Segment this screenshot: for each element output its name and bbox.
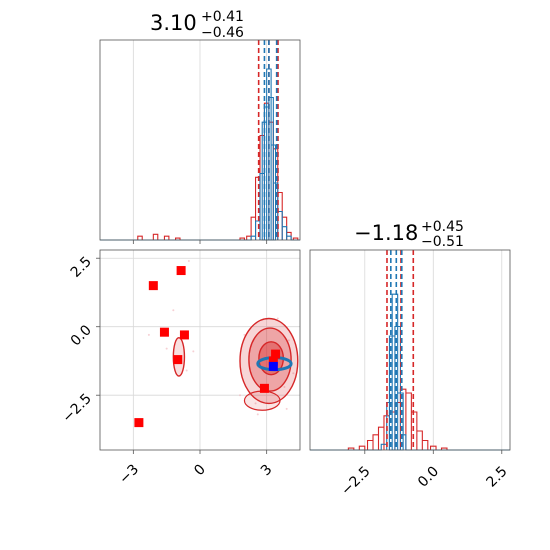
scatter-ytick-label: 2.5 <box>68 254 95 281</box>
histogram-panel-param2: −1.18 +0.45 −0.51 −2.5 0.0 2.5 <box>309 219 511 499</box>
scatter-sample-point <box>165 347 168 350</box>
red-square-marker <box>268 356 278 366</box>
param1-title-minus: −0.46 <box>201 25 244 41</box>
red-square-marker <box>173 355 183 365</box>
scatter-sample-point <box>192 350 195 353</box>
param2-title-plus: +0.45 <box>421 219 464 235</box>
scatter-sample-point <box>147 333 150 336</box>
scatter-sample-point <box>276 317 279 320</box>
scatter-sample-point <box>283 385 286 388</box>
param2-xtick-label: 0.0 <box>415 464 442 491</box>
scatter-xtick-label: 0 <box>191 462 209 480</box>
scatter-ytick-label: −2.5 <box>59 391 94 426</box>
red-square-marker <box>179 330 189 340</box>
param2-series-blue <box>310 293 510 451</box>
scatter-xtick-label: −3 <box>116 462 142 488</box>
scatter-sample-point <box>256 413 259 416</box>
red-square-marker <box>159 327 169 337</box>
scatter-sample-point <box>172 309 175 312</box>
red-square-marker <box>148 281 158 291</box>
param2-series-red <box>310 388 510 451</box>
histogram-panel-param1: 3.10 +0.41 −0.46 <box>99 9 301 244</box>
red-square-marker <box>271 349 281 359</box>
param2-xtick-label: 2.5 <box>484 464 511 491</box>
param1-title-value: 3.10 <box>150 11 197 35</box>
scatter-sample-point <box>239 394 241 397</box>
param1-title-plus: +0.41 <box>201 9 244 25</box>
joint-scatter-panel: −3 0 3 2.5 0.0 −2.5 <box>59 249 301 488</box>
red-square-marker <box>176 266 186 276</box>
red-square-marker <box>259 383 269 393</box>
param2-xtick-label: −2.5 <box>338 464 373 499</box>
blue-square-marker <box>268 361 278 371</box>
scatter-sample-point <box>292 372 295 375</box>
red-square-marker <box>134 418 144 428</box>
scatter-sample-point <box>187 259 190 262</box>
scatter-xtick-label: 3 <box>258 462 276 480</box>
param2-title-minus: −0.51 <box>421 234 464 250</box>
scatter-ytick-label: 0.0 <box>68 322 95 349</box>
scatter-sample-point <box>287 339 290 342</box>
param2-title-value: −1.18 <box>354 221 418 245</box>
scatter-sample-point <box>243 333 246 336</box>
red-contour-tail <box>243 390 281 411</box>
scatter-sample-point <box>185 369 188 372</box>
scatter-sample-point <box>285 407 288 410</box>
param2-frame <box>309 249 511 451</box>
scatter-sample-point <box>254 402 257 405</box>
